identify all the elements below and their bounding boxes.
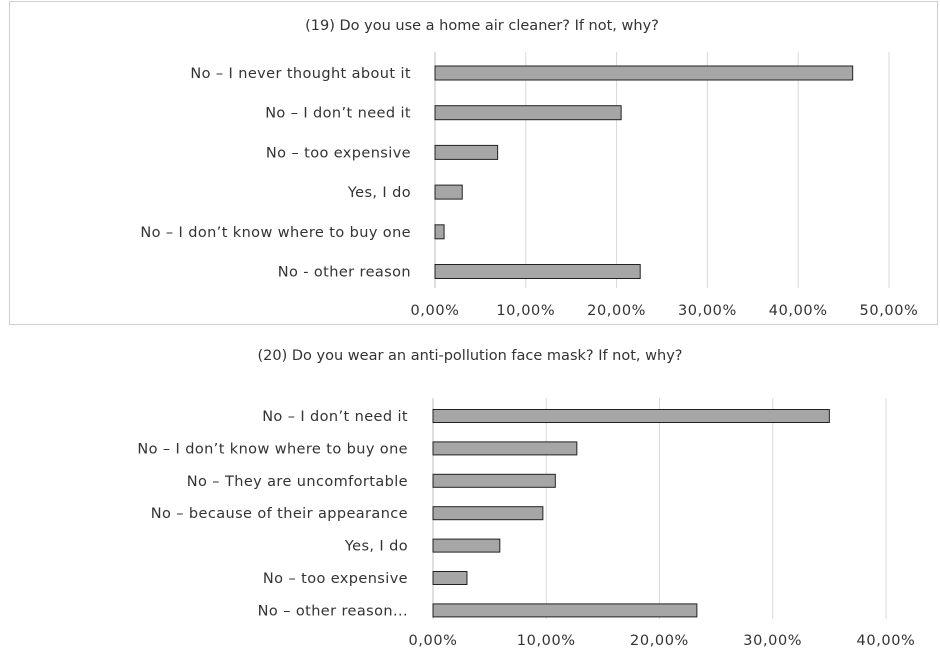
chart-20-svg: (20) Do you wear an anti-pollution face …: [137, 348, 916, 649]
bar: [434, 144, 499, 160]
x-tick-label: 0,00%: [410, 303, 459, 319]
x-tick-label: 40,00%: [769, 303, 828, 319]
category-label: Yes, I do: [347, 185, 411, 201]
category-label: No – They are uncomfortable: [187, 474, 408, 490]
category-label: No – I don’t know where to buy one: [137, 441, 408, 457]
chart-19-svg: (19) Do you use a home air cleaner? If n…: [140, 18, 919, 319]
bar: [434, 105, 622, 121]
bar: [432, 473, 556, 488]
bar: [432, 571, 468, 585]
x-tick-label: 20,00%: [630, 633, 689, 649]
category-label: No – I don’t need it: [265, 106, 411, 122]
x-tick-label: 30,00%: [743, 633, 802, 649]
bar: [432, 603, 698, 618]
bar: [434, 224, 445, 240]
x-tick-label: 0,00%: [408, 633, 457, 649]
bar: [432, 409, 830, 423]
bar: [434, 65, 854, 81]
chart-title: (20) Do you wear an anti-pollution face …: [258, 348, 683, 364]
category-label: No – because of their appearance: [151, 506, 408, 522]
bar: [432, 538, 501, 553]
x-tick-label: 40,00%: [857, 633, 916, 649]
x-tick-label: 50,00%: [860, 303, 919, 319]
x-tick-label: 10,00%: [496, 303, 555, 319]
category-label: No – I don’t need it: [262, 409, 408, 425]
category-label: No – too expensive: [266, 145, 411, 161]
bar: [432, 506, 544, 521]
category-label: No – I never thought about it: [190, 66, 411, 82]
chart-panel-20: (20) Do you wear an anti-pollution face …: [0, 336, 940, 653]
x-tick-label: 30,00%: [678, 303, 737, 319]
bar: [434, 184, 463, 200]
x-tick-label: 10,00%: [517, 633, 576, 649]
chart-panel-19: (19) Do you use a home air cleaner? If n…: [9, 1, 938, 325]
category-label: Yes, I do: [344, 539, 408, 555]
chart-title: (19) Do you use a home air cleaner? If n…: [305, 18, 659, 34]
category-label: No – I don’t know where to buy one: [140, 225, 411, 241]
category-label: No - other reason: [278, 265, 411, 281]
category-label: No – other reason...: [258, 603, 408, 619]
category-label: No – too expensive: [263, 571, 408, 587]
bar: [432, 441, 578, 456]
x-tick-label: 20,00%: [587, 303, 646, 319]
bar: [434, 264, 641, 279]
